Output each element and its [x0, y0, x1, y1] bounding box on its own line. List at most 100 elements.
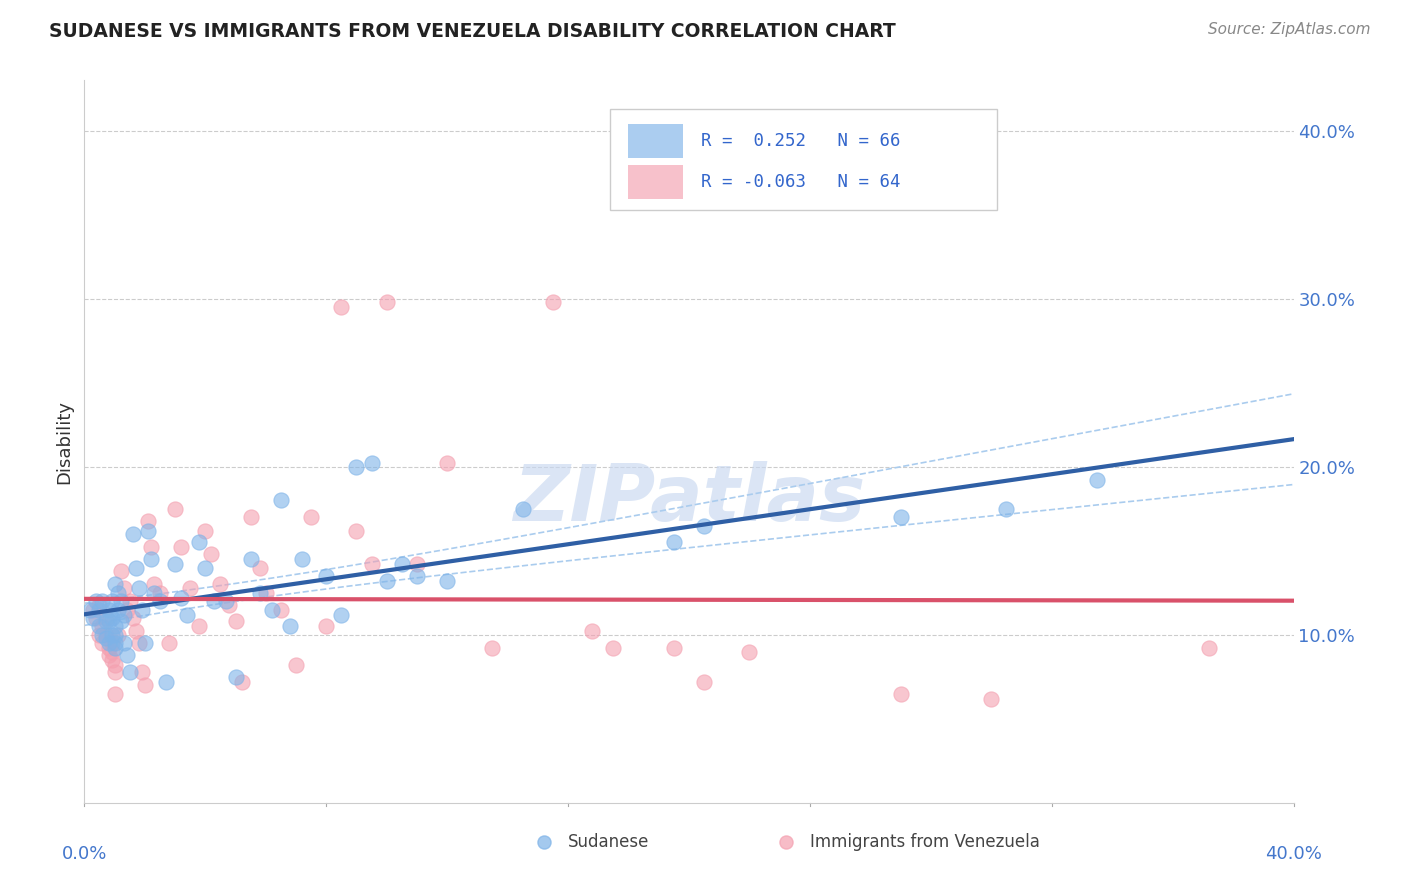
Bar	[628, 124, 683, 158]
Point	[346, 459, 368, 474]
Point	[100, 611, 122, 625]
Point	[91, 636, 114, 650]
Text: 40.0%: 40.0%	[1265, 845, 1322, 863]
Point	[139, 541, 162, 555]
Point	[225, 615, 247, 629]
Point	[107, 586, 129, 600]
Text: ZIPatlas: ZIPatlas	[513, 461, 865, 537]
Point	[375, 574, 398, 588]
Point	[115, 602, 138, 616]
Point	[89, 619, 111, 633]
Point	[89, 628, 111, 642]
Point	[104, 665, 127, 679]
Point	[100, 653, 122, 667]
Point	[278, 619, 301, 633]
Point	[346, 524, 368, 538]
Point	[330, 607, 353, 622]
Point	[134, 636, 156, 650]
Point	[115, 648, 138, 662]
Point	[104, 658, 127, 673]
Point	[142, 586, 165, 600]
Point	[176, 607, 198, 622]
Point	[149, 586, 172, 600]
Point	[391, 558, 413, 572]
Text: R =  0.252   N = 66: R = 0.252 N = 66	[702, 132, 900, 150]
Point	[142, 577, 165, 591]
Point	[512, 501, 534, 516]
Point	[97, 648, 120, 662]
Point	[97, 636, 120, 650]
Point	[104, 619, 127, 633]
Point	[136, 514, 159, 528]
Point	[239, 552, 262, 566]
Point	[406, 558, 429, 572]
Point	[107, 602, 129, 616]
Point	[406, 569, 429, 583]
Point	[118, 665, 141, 679]
Point	[155, 674, 177, 689]
Point	[179, 581, 201, 595]
Point	[315, 619, 337, 633]
Point	[94, 615, 117, 629]
Point	[291, 552, 314, 566]
Point	[97, 602, 120, 616]
Point	[107, 628, 129, 642]
Point	[890, 510, 912, 524]
Point	[436, 574, 458, 588]
Point	[693, 674, 716, 689]
Point	[100, 636, 122, 650]
Point	[121, 611, 143, 625]
Point	[94, 628, 117, 642]
Text: R = -0.063   N = 64: R = -0.063 N = 64	[702, 173, 900, 191]
Point	[270, 493, 292, 508]
Point	[202, 594, 225, 608]
Point	[254, 586, 277, 600]
Point	[131, 602, 153, 616]
Point	[249, 586, 271, 600]
Point	[225, 670, 247, 684]
Point	[104, 687, 127, 701]
Point	[118, 594, 141, 608]
Point	[375, 295, 398, 310]
Point	[91, 594, 114, 608]
Point	[100, 628, 122, 642]
Point	[693, 518, 716, 533]
Point	[231, 674, 253, 689]
Point	[89, 598, 111, 612]
Point	[249, 560, 271, 574]
Point	[157, 636, 180, 650]
Point	[94, 611, 117, 625]
Text: Immigrants from Venezuela: Immigrants from Venezuela	[810, 833, 1039, 851]
Point	[94, 631, 117, 645]
Point	[215, 594, 238, 608]
Point	[86, 611, 108, 625]
Text: SUDANESE VS IMMIGRANTS FROM VENEZUELA DISABILITY CORRELATION CHART: SUDANESE VS IMMIGRANTS FROM VENEZUELA DI…	[49, 22, 896, 41]
Point	[97, 615, 120, 629]
Point	[104, 577, 127, 591]
Point	[110, 594, 132, 608]
Point	[481, 641, 503, 656]
Point	[104, 636, 127, 650]
Point	[110, 615, 132, 629]
Point	[112, 636, 135, 650]
Point	[170, 591, 193, 605]
Point	[194, 560, 217, 574]
Point	[104, 628, 127, 642]
Point	[330, 300, 353, 314]
Point	[89, 602, 111, 616]
FancyBboxPatch shape	[610, 109, 997, 211]
Point	[112, 607, 135, 622]
Point	[121, 527, 143, 541]
Point	[581, 624, 603, 639]
Point	[1222, 887, 1244, 892]
Text: Source: ZipAtlas.com: Source: ZipAtlas.com	[1208, 22, 1371, 37]
Point	[218, 598, 240, 612]
Text: 0.0%: 0.0%	[62, 845, 107, 863]
Point	[170, 541, 193, 555]
Point	[128, 636, 150, 650]
Point	[436, 456, 458, 470]
Point	[86, 594, 108, 608]
Point	[125, 624, 148, 639]
Point	[662, 641, 685, 656]
Point	[890, 687, 912, 701]
